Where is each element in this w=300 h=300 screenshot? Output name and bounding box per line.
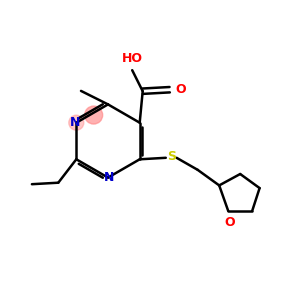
- Circle shape: [69, 115, 84, 130]
- Text: N: N: [70, 116, 80, 129]
- Text: HO: HO: [122, 52, 143, 65]
- Text: O: O: [224, 216, 235, 229]
- Circle shape: [85, 106, 103, 124]
- Text: S: S: [167, 150, 176, 163]
- Text: O: O: [175, 83, 186, 96]
- Text: N: N: [104, 171, 115, 184]
